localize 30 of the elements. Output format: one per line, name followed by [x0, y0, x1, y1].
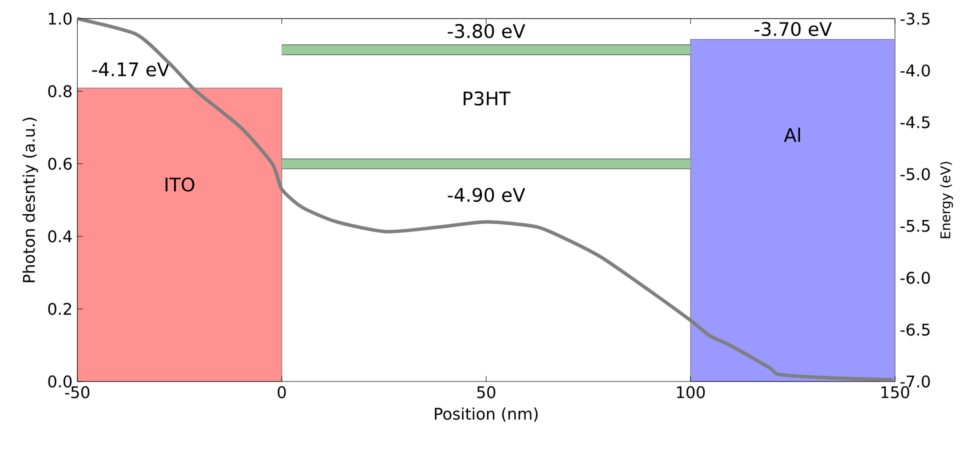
- line-series: [76, 16, 895, 382]
- y2-tick-label: -5.5: [900, 220, 930, 232]
- x-tick-label: 150: [881, 386, 910, 398]
- y2-tick-label: -6.5: [900, 323, 930, 336]
- y2-tick-label: -6.0: [900, 272, 930, 284]
- annotation: -3.80 eV: [448, 24, 526, 38]
- y2-tick-label: -7.0: [900, 375, 930, 388]
- y2-tick-label: -4.0: [900, 64, 930, 76]
- y-tick-label: 0.8: [48, 84, 72, 98]
- x-tick-label: 100: [677, 386, 705, 398]
- y2-tick-label: -3.5: [900, 12, 930, 24]
- y2-axis-title: Energy (eV): [940, 162, 953, 238]
- y2-tick-label: -5.0: [900, 168, 930, 180]
- y-axis-title: Photon desntiy (a.u.): [22, 118, 38, 282]
- y-tick-label: 0.4: [48, 230, 72, 242]
- annotation: Al: [784, 127, 800, 142]
- annotation: -4.17 eV: [92, 62, 170, 76]
- y-tick-label: 1.0: [48, 12, 72, 24]
- y2-tick-label: -4.5: [900, 116, 930, 128]
- y-tick-label: 0.0: [48, 375, 72, 388]
- annotation: -4.90 eV: [448, 188, 526, 202]
- y-tick-label: 0.2: [48, 302, 72, 315]
- annotation: ITO: [166, 177, 194, 192]
- x-tick-label: 0: [278, 386, 286, 398]
- annotation: P3HT: [464, 91, 511, 106]
- annotation: -3.70 eV: [754, 22, 832, 36]
- x-tick-label: -50: [65, 386, 90, 398]
- x-tick-label: 50: [477, 386, 496, 398]
- y-tick-label: 0.6: [48, 157, 72, 170]
- x-axis-title: Position (nm): [434, 407, 538, 422]
